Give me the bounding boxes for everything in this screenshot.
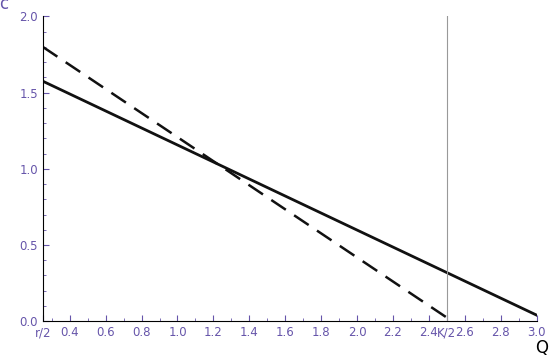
X-axis label: Q: Q	[535, 339, 548, 357]
Y-axis label: c: c	[0, 0, 8, 13]
